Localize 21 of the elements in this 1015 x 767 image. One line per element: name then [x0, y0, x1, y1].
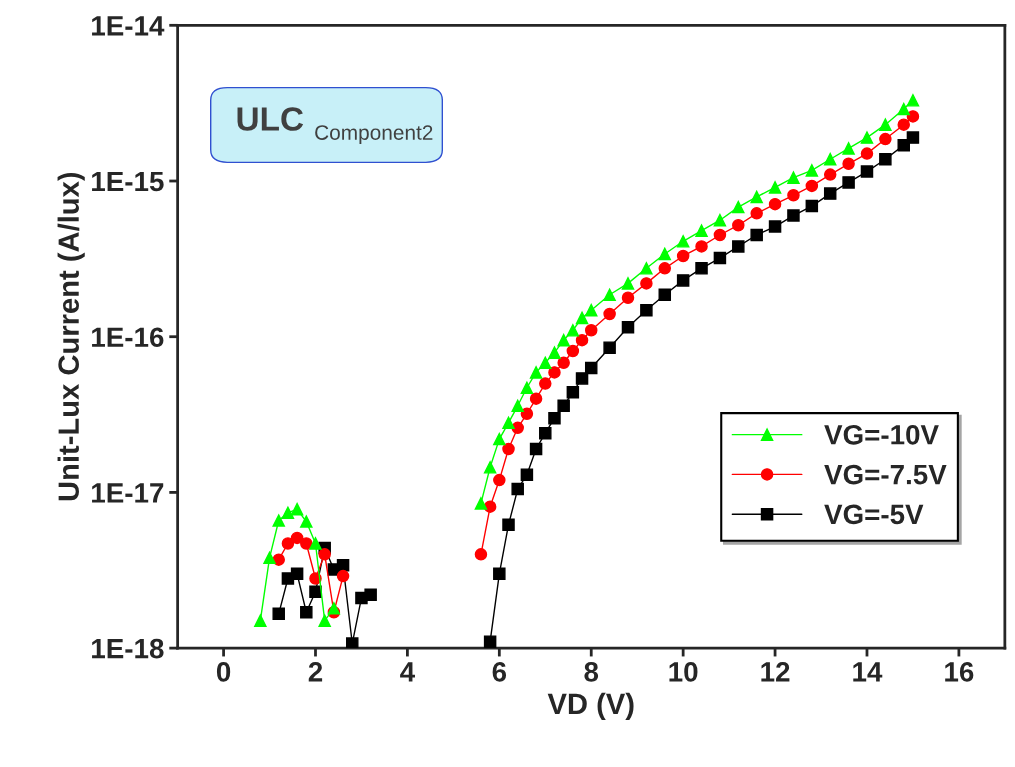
y-axis-title: Unit-Lux Current (A/lux) [57, 172, 85, 501]
y-tick-label: 1E-14 [92, 16, 165, 36]
x-tick-label: 2 [308, 662, 323, 682]
x-tick-label: 10 [669, 662, 698, 682]
y-tick-label: 1E-16 [92, 327, 164, 348]
annotation: Component2 [315, 125, 433, 145]
x-axis-title: VD (V) [547, 692, 634, 720]
legend-label: VG=-7.5V [824, 464, 947, 485]
legend-label: VG=-10V [824, 424, 939, 445]
x-tick-label: 6 [492, 662, 507, 682]
x-tick-label: 12 [761, 662, 790, 682]
x-tick-label: 14 [853, 662, 883, 682]
x-tick-label: 8 [584, 662, 599, 682]
annotation: ULC [237, 107, 304, 131]
x-tick-label: 0 [216, 662, 231, 682]
y-tick-label: 1E-15 [92, 171, 164, 192]
y-tick-label: 1E-18 [92, 638, 164, 659]
legend-label: VG=-5V [824, 504, 924, 525]
y-tick-label: 1E-17 [92, 483, 164, 503]
x-tick-label: 4 [400, 662, 415, 682]
x-tick-label: 16 [945, 662, 974, 682]
